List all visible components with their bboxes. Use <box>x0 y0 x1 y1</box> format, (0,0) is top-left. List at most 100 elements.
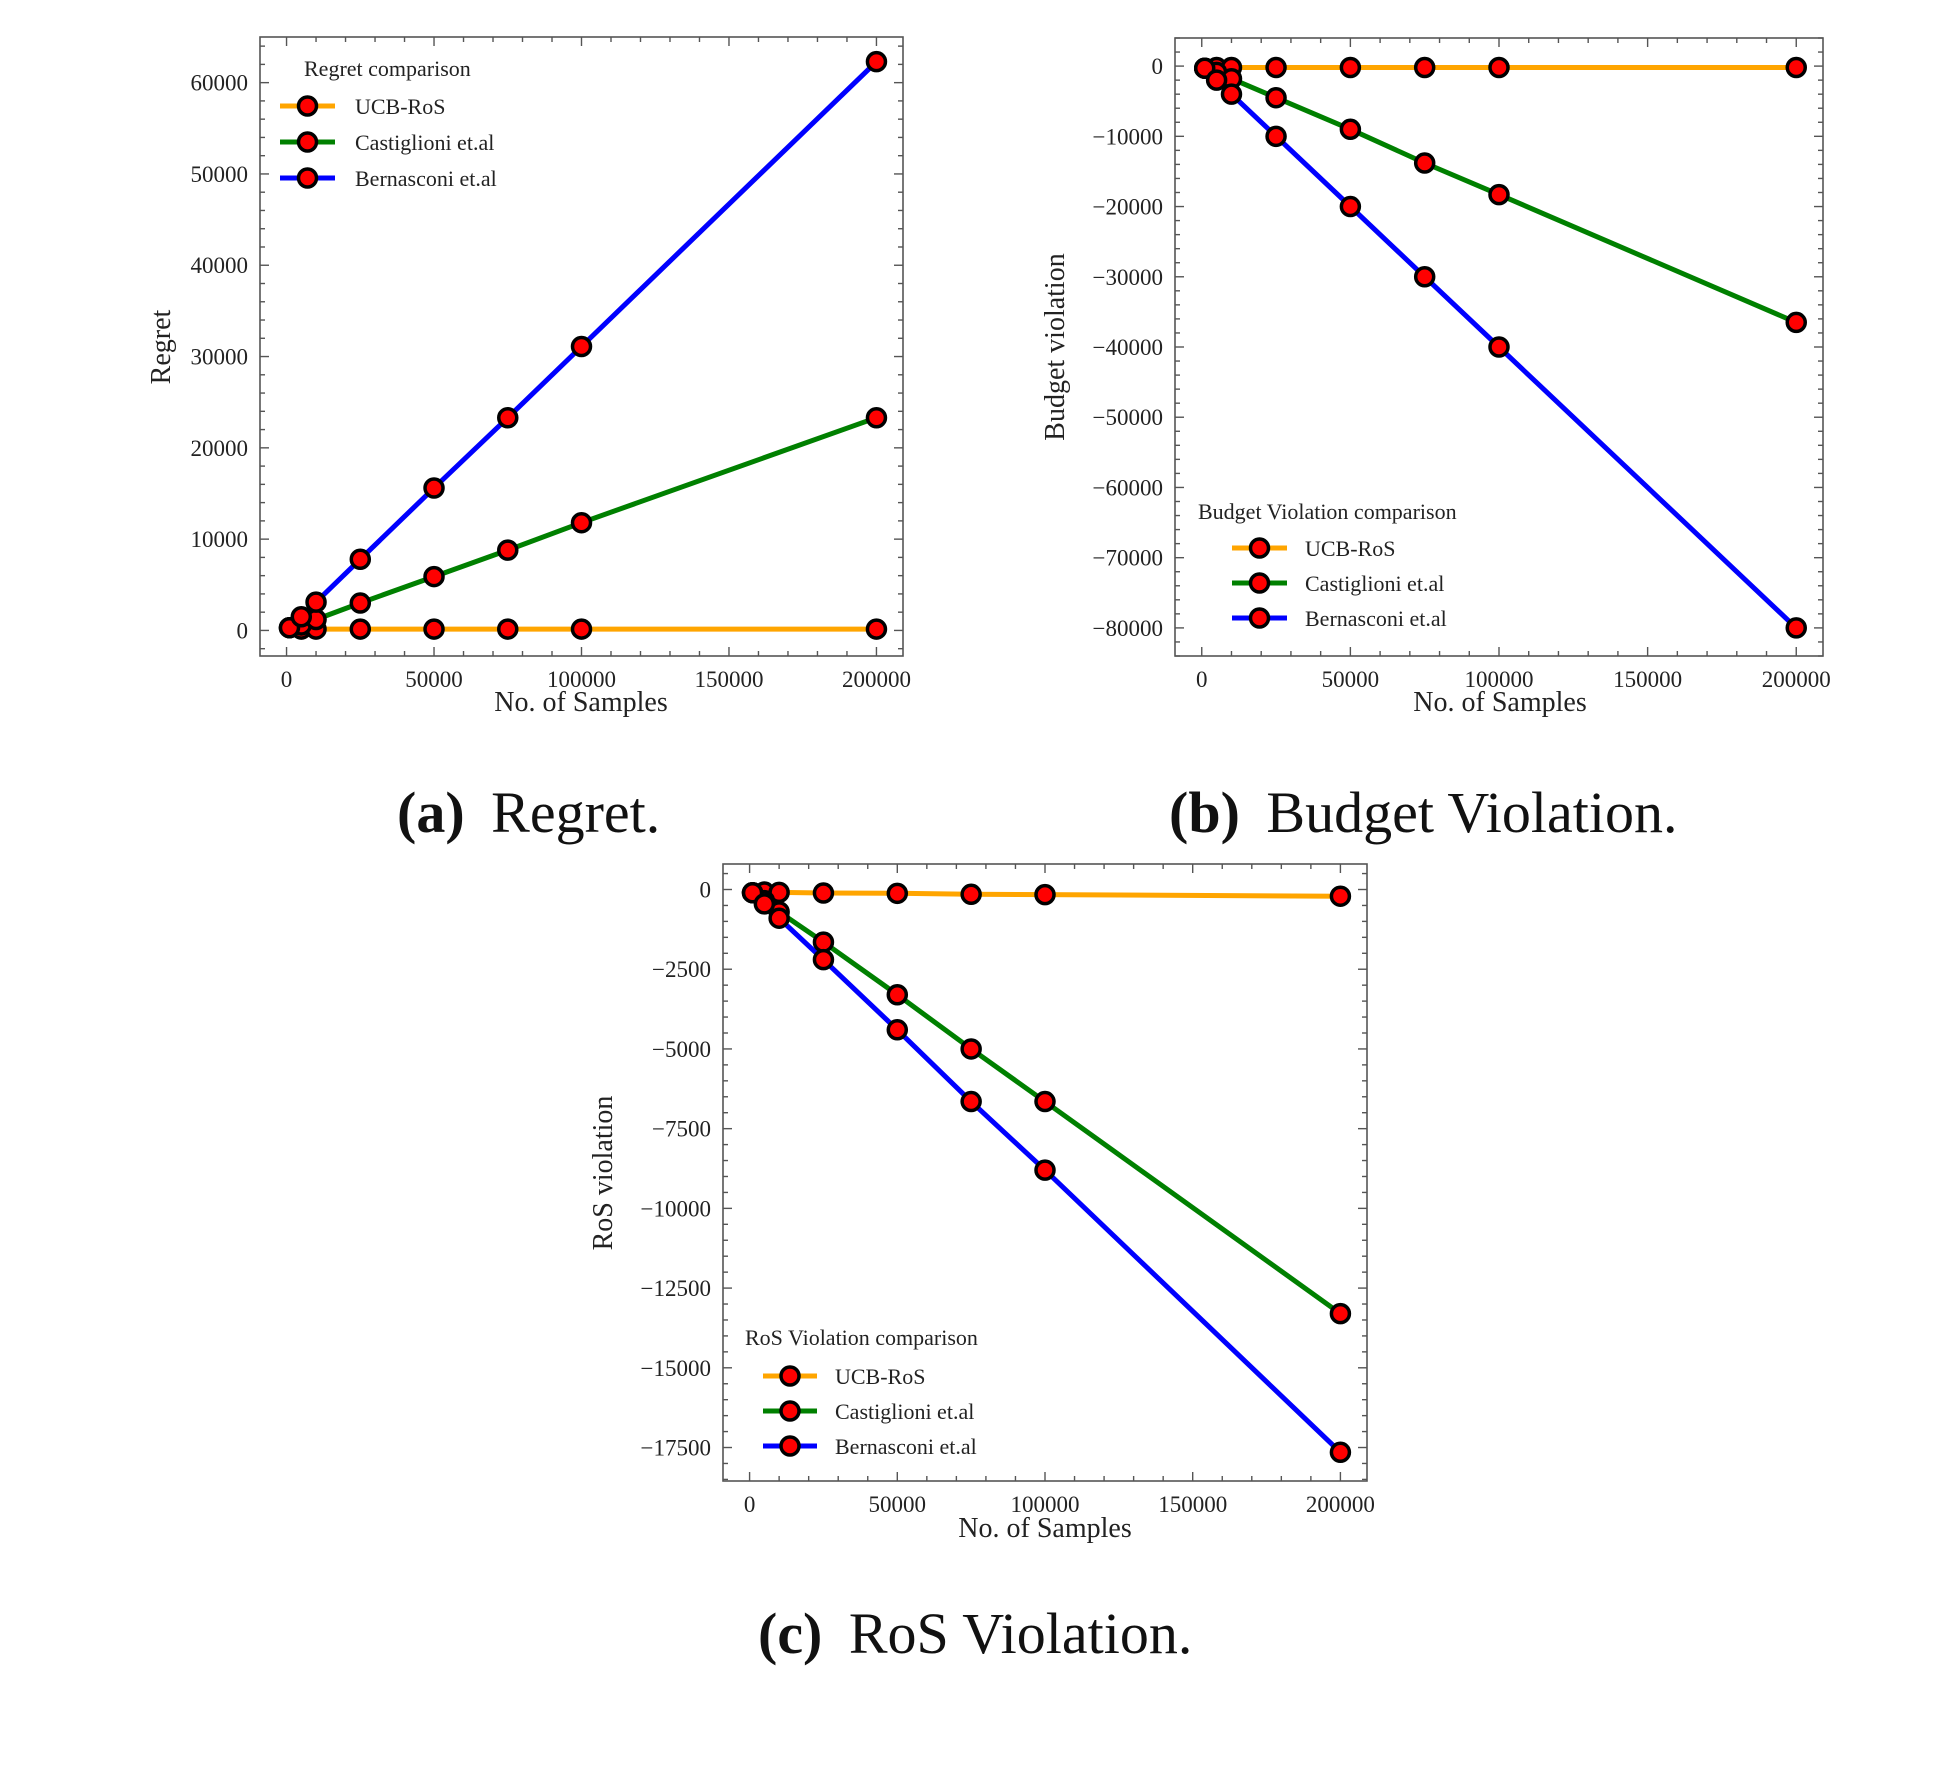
y-tick-label: −12500 <box>641 1276 711 1301</box>
budget-legend: Budget Violation comparison UCB-RoS Casti… <box>1198 499 1457 631</box>
x-tick-label: 150000 <box>1613 667 1682 692</box>
legend-entry-label: UCB-RoS <box>835 1364 925 1389</box>
legend-entry-label: Castiglioni et.al <box>355 130 494 155</box>
ros-legend-title: RoS Violation comparison <box>745 1325 978 1350</box>
y-tick-label: −17500 <box>641 1436 711 1461</box>
y-tick-label: −50000 <box>1093 405 1163 430</box>
ros-data-point <box>1329 1441 1352 1464</box>
budget-data-point <box>1785 311 1807 334</box>
caption-a-text: Regret. <box>491 780 660 845</box>
regret-data-point <box>423 477 445 499</box>
y-tick-label: −2500 <box>652 957 711 982</box>
budget-data-point <box>1488 336 1510 358</box>
legend-marker <box>1248 572 1271 594</box>
x-tick-label: 200000 <box>1306 1492 1375 1517</box>
budget-data-point <box>1339 56 1362 79</box>
legend-entry-label: Bernasconi et.al <box>835 1434 977 1459</box>
y-tick-label: 50000 <box>191 162 249 187</box>
budget-y-axis-label: Budget violation <box>1040 253 1071 440</box>
ros-data-point <box>886 983 909 1006</box>
y-tick-label: 20000 <box>191 436 249 461</box>
ros-data-point <box>812 931 835 953</box>
regret-data-point <box>497 539 519 561</box>
budget-data-point <box>1785 56 1807 79</box>
ros-violation-chart: 0 50000 100000 150000 200000 0 −2500 −5000 −7500… <box>588 863 1375 1544</box>
regret-x-axis-label: No. of Samples <box>494 687 667 718</box>
legend-marker <box>779 1365 801 1387</box>
budget-data-point <box>1205 69 1228 91</box>
x-tick-label: 200000 <box>842 667 911 692</box>
legend-marker <box>1248 607 1271 629</box>
regret-data-point <box>865 618 888 640</box>
x-tick-label: 100000 <box>547 667 616 692</box>
ros-ticks: 0 50000 100000 150000 200000 0 −2500 −5000 −7500… <box>641 864 1375 1517</box>
regret-ticks: 0 50000 100000 150000 200000 0 10000 20000 30000… <box>191 37 911 692</box>
y-tick-label: −20000 <box>1093 195 1163 220</box>
budget-data-point <box>1265 125 1287 148</box>
y-tick-label: 60000 <box>191 71 249 96</box>
caption-a-letter: (a) <box>397 780 465 845</box>
caption-c-text: RoS Violation. <box>849 1601 1193 1666</box>
regret-legend-title: Regret comparison <box>304 56 471 81</box>
x-tick-label: 100000 <box>1011 1492 1080 1517</box>
ros-data-point <box>886 882 909 905</box>
ros-data-point <box>1034 883 1056 906</box>
legend-entry-label: Bernasconi et.al <box>1305 606 1447 631</box>
legend-marker <box>779 1435 801 1457</box>
caption-c-letter: (c) <box>758 1601 822 1666</box>
y-tick-label: −80000 <box>1093 616 1163 641</box>
x-tick-label: 50000 <box>405 667 463 692</box>
regret-data-point <box>497 618 519 640</box>
ros-data-point <box>1329 885 1352 907</box>
y-tick-label: −40000 <box>1093 335 1163 360</box>
budget-ticks: 0 50000 100000 150000 200000 0 −10000 −20000 −30… <box>1093 37 1831 692</box>
x-tick-label: 100000 <box>1465 667 1534 692</box>
budget-x-axis-label: No. of Samples <box>1413 687 1586 718</box>
legend-entry-label: UCB-RoS <box>1305 536 1395 561</box>
x-tick-label: 0 <box>744 1492 756 1517</box>
regret-data-point <box>290 605 313 628</box>
legend-marker <box>1248 537 1271 559</box>
ros-data-point <box>960 1038 982 1060</box>
legend-marker <box>296 95 319 117</box>
budget-data-point <box>1413 152 1436 174</box>
legend-entry-label: Castiglioni et.al <box>1305 571 1444 596</box>
regret-legend: Regret comparison UCB-RoS Castiglioni et.… <box>280 56 497 191</box>
budget-data-point <box>1488 56 1510 79</box>
y-tick-label: 30000 <box>191 345 249 370</box>
y-tick-label: −70000 <box>1093 546 1163 571</box>
budget-data-point <box>1339 195 1362 218</box>
regret-data-point <box>423 618 445 640</box>
regret-data-point <box>570 618 593 640</box>
ros-data-point <box>768 907 790 929</box>
regret-data-point <box>865 50 888 73</box>
budget-data-point <box>1785 617 1807 639</box>
regret-chart: 0 50000 100000 150000 200000 0 10000 20000 30000… <box>146 36 911 718</box>
x-tick-label: 200000 <box>1762 667 1831 692</box>
regret-plot-area <box>278 50 888 640</box>
x-tick-label: 150000 <box>1158 1492 1227 1517</box>
x-tick-label: 0 <box>1196 667 1208 692</box>
y-tick-label: 40000 <box>191 253 249 278</box>
budget-violation-chart: 0 50000 100000 150000 200000 0 −10000 −20000 −30… <box>1040 37 1831 718</box>
x-tick-label: 150000 <box>694 667 763 692</box>
caption-b-text: Budget Violation. <box>1266 780 1677 845</box>
budget-legend-title: Budget Violation comparison <box>1198 499 1457 524</box>
budget-data-point <box>1413 266 1436 288</box>
ros-data-point <box>812 948 835 971</box>
y-tick-label: −7500 <box>652 1117 711 1142</box>
x-tick-label: 0 <box>281 667 293 692</box>
regret-y-axis-label: Regret <box>146 309 177 384</box>
regret-data-point <box>349 618 372 640</box>
budget-data-point <box>1220 83 1243 105</box>
budget-data-point <box>1265 56 1287 79</box>
budget-data-point <box>1265 86 1287 109</box>
legend-marker <box>779 1400 801 1422</box>
budget-data-point <box>1488 183 1510 206</box>
legend-entry-label: Castiglioni et.al <box>835 1399 974 1424</box>
legend-entry-label: Bernasconi et.al <box>355 166 497 191</box>
legend-marker <box>296 167 319 189</box>
budget-plot-area <box>1193 56 1807 639</box>
caption-a: (a) Regret. <box>397 780 660 845</box>
